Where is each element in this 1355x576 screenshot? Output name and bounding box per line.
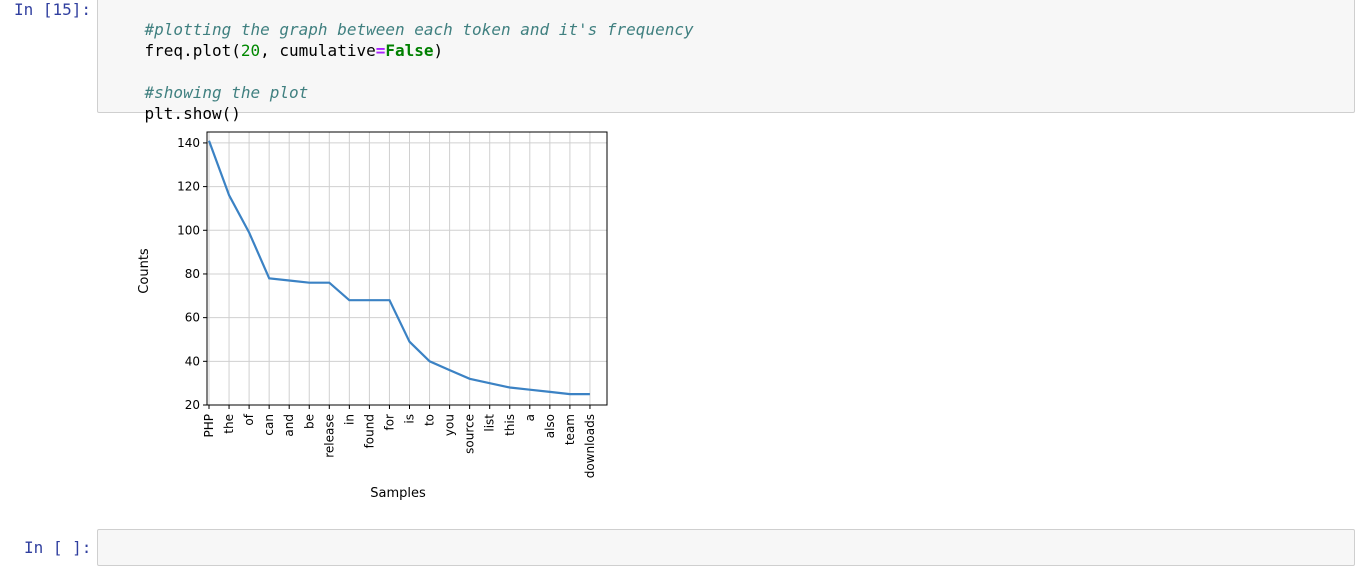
x-tick-label: also <box>543 414 557 438</box>
x-tick-label: of <box>242 413 256 425</box>
cell-prompt: In [ ]: <box>24 538 92 557</box>
x-tick-label: team <box>563 414 577 445</box>
y-axis-label: Counts <box>137 248 152 294</box>
x-tick-label: release <box>322 414 336 458</box>
cell-prompt: In [15]: <box>14 0 92 19</box>
x-tick-label: the <box>222 414 236 434</box>
x-tick-label: found <box>362 414 376 448</box>
x-tick-label: is <box>403 414 417 424</box>
y-tick-label: 120 <box>177 180 200 194</box>
x-tick-label: for <box>382 414 396 431</box>
y-tick-label: 60 <box>185 311 200 325</box>
x-tick-label: can <box>262 414 276 436</box>
code-line-2: freq.plot(20, cumulative=False) <box>106 22 444 79</box>
code-comment: #plotting the graph between each token a… <box>144 20 694 39</box>
code-keyword: False <box>385 41 434 60</box>
y-tick-label: 20 <box>185 398 200 412</box>
y-axis: 20 40 60 80 100 120 140 <box>177 136 207 412</box>
code-token: ) <box>433 41 444 60</box>
x-tick-label: you <box>443 414 457 436</box>
x-tick-label: source <box>463 414 477 454</box>
chart-grid <box>207 132 607 406</box>
x-tick-label: list <box>483 414 497 432</box>
x-tick-label: and <box>282 414 296 437</box>
code-token: , cumulative <box>260 41 376 60</box>
code-line-3: #showing the plot <box>106 64 309 121</box>
code-line-1: #plotting the graph between each token a… <box>106 1 694 58</box>
x-tick-label: downloads <box>583 414 597 478</box>
code-number: 20 <box>240 41 261 60</box>
x-tick-label: this <box>503 414 517 436</box>
x-axis-label: Samples <box>370 486 426 501</box>
y-tick-label: 100 <box>177 223 200 237</box>
code-line-4: plt.show() <box>106 85 241 142</box>
y-tick-label: 80 <box>185 267 200 281</box>
code-comment: #showing the plot <box>144 83 309 102</box>
code-cell-input[interactable]: #plotting the graph between each token a… <box>97 0 1355 123</box>
code-cell-input[interactable] <box>97 529 1355 566</box>
x-tick-label: to <box>423 414 437 426</box>
plot-frame <box>206 131 608 406</box>
code-operator: = <box>375 41 386 60</box>
x-tick-label: be <box>302 414 316 429</box>
x-tick-label: PHP <box>202 414 216 438</box>
y-tick-label: 40 <box>185 354 200 368</box>
output-line-chart: 20 40 60 80 100 120 140 PHP the of can and be releas… <box>137 131 608 501</box>
x-tick-label: in <box>342 414 356 425</box>
y-tick-label: 140 <box>177 136 200 150</box>
code-token: freq.plot( <box>144 41 241 60</box>
series-line <box>207 140 590 396</box>
code-token: plt.show() <box>144 104 241 123</box>
x-tick-label: a <box>523 414 537 421</box>
x-axis: PHP the of can and be release in found for is to you… <box>202 405 597 478</box>
